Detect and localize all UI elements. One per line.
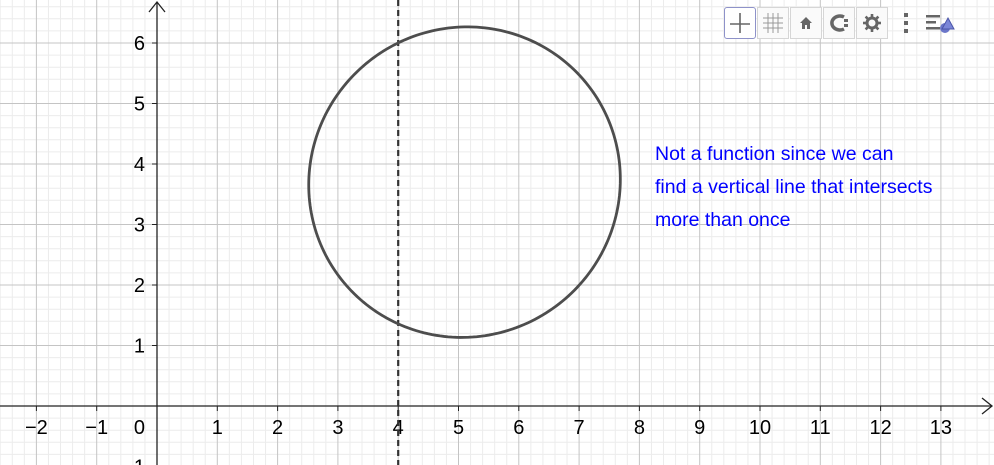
x-axis-arrow-icon <box>981 397 994 415</box>
annotation-line-1: Not a function since we can <box>655 143 894 165</box>
x-tick-label: −1 <box>85 417 108 439</box>
y-tick-label: 4 <box>134 154 145 176</box>
y-tick-label: 5 <box>134 94 145 116</box>
annotation-line-3: more than once <box>655 209 791 231</box>
x-tick-label: 6 <box>513 417 524 439</box>
grid-icon <box>763 13 783 33</box>
x-tick-label: 1 <box>212 417 223 439</box>
x-tick-label: 0 <box>134 417 145 439</box>
x-axis-tick-labels: −2 −1 0 1 2 3 4 5 6 7 8 9 10 11 12 13 <box>25 417 952 439</box>
x-tick-label: 7 <box>574 417 585 439</box>
x-tick-label: 3 <box>332 417 343 439</box>
more-icon <box>904 13 908 33</box>
ellipse-curve[interactable] <box>307 25 622 339</box>
x-tick-label: 12 <box>869 417 891 439</box>
x-tick-label: 4 <box>393 417 404 439</box>
style-bar-icon <box>926 15 955 33</box>
more-options-button[interactable] <box>889 7 923 39</box>
x-tick-label: 8 <box>634 417 645 439</box>
graphics-toolbar <box>724 6 957 40</box>
y-tick-label: 2 <box>134 275 145 297</box>
y-tick-label-partial: 1 <box>134 457 145 465</box>
y-tick-label: 6 <box>134 33 145 55</box>
zoom-undo-button[interactable] <box>823 7 855 39</box>
standard-view-button[interactable] <box>790 7 822 39</box>
toggle-axes-button[interactable] <box>724 7 756 39</box>
x-tick-label: −2 <box>25 417 48 439</box>
settings-icon <box>863 14 881 32</box>
annotation-text: Not a function since we can find a verti… <box>655 138 932 237</box>
x-tick-label: 13 <box>930 417 952 439</box>
annotation-line-2: find a vertical line that intersects <box>655 176 933 198</box>
graphics-settings-button[interactable] <box>856 7 888 39</box>
x-tick-label: 10 <box>749 417 771 439</box>
y-axis-arrow-icon <box>148 0 166 13</box>
axes-icon <box>730 13 750 33</box>
y-axis-tick-labels: 1 2 3 4 5 6 1 <box>134 33 145 465</box>
toggle-grid-button[interactable] <box>757 7 789 39</box>
x-tick-label: 5 <box>453 417 464 439</box>
undo-zoom-icon <box>830 14 848 32</box>
home-icon <box>800 17 812 29</box>
style-bar-toggle-button[interactable] <box>923 7 957 39</box>
x-tick-label: 11 <box>810 417 831 439</box>
y-tick-label: 1 <box>134 336 145 358</box>
x-tick-label: 9 <box>694 417 705 439</box>
x-tick-label: 2 <box>272 417 283 439</box>
y-tick-label: 3 <box>134 215 145 237</box>
